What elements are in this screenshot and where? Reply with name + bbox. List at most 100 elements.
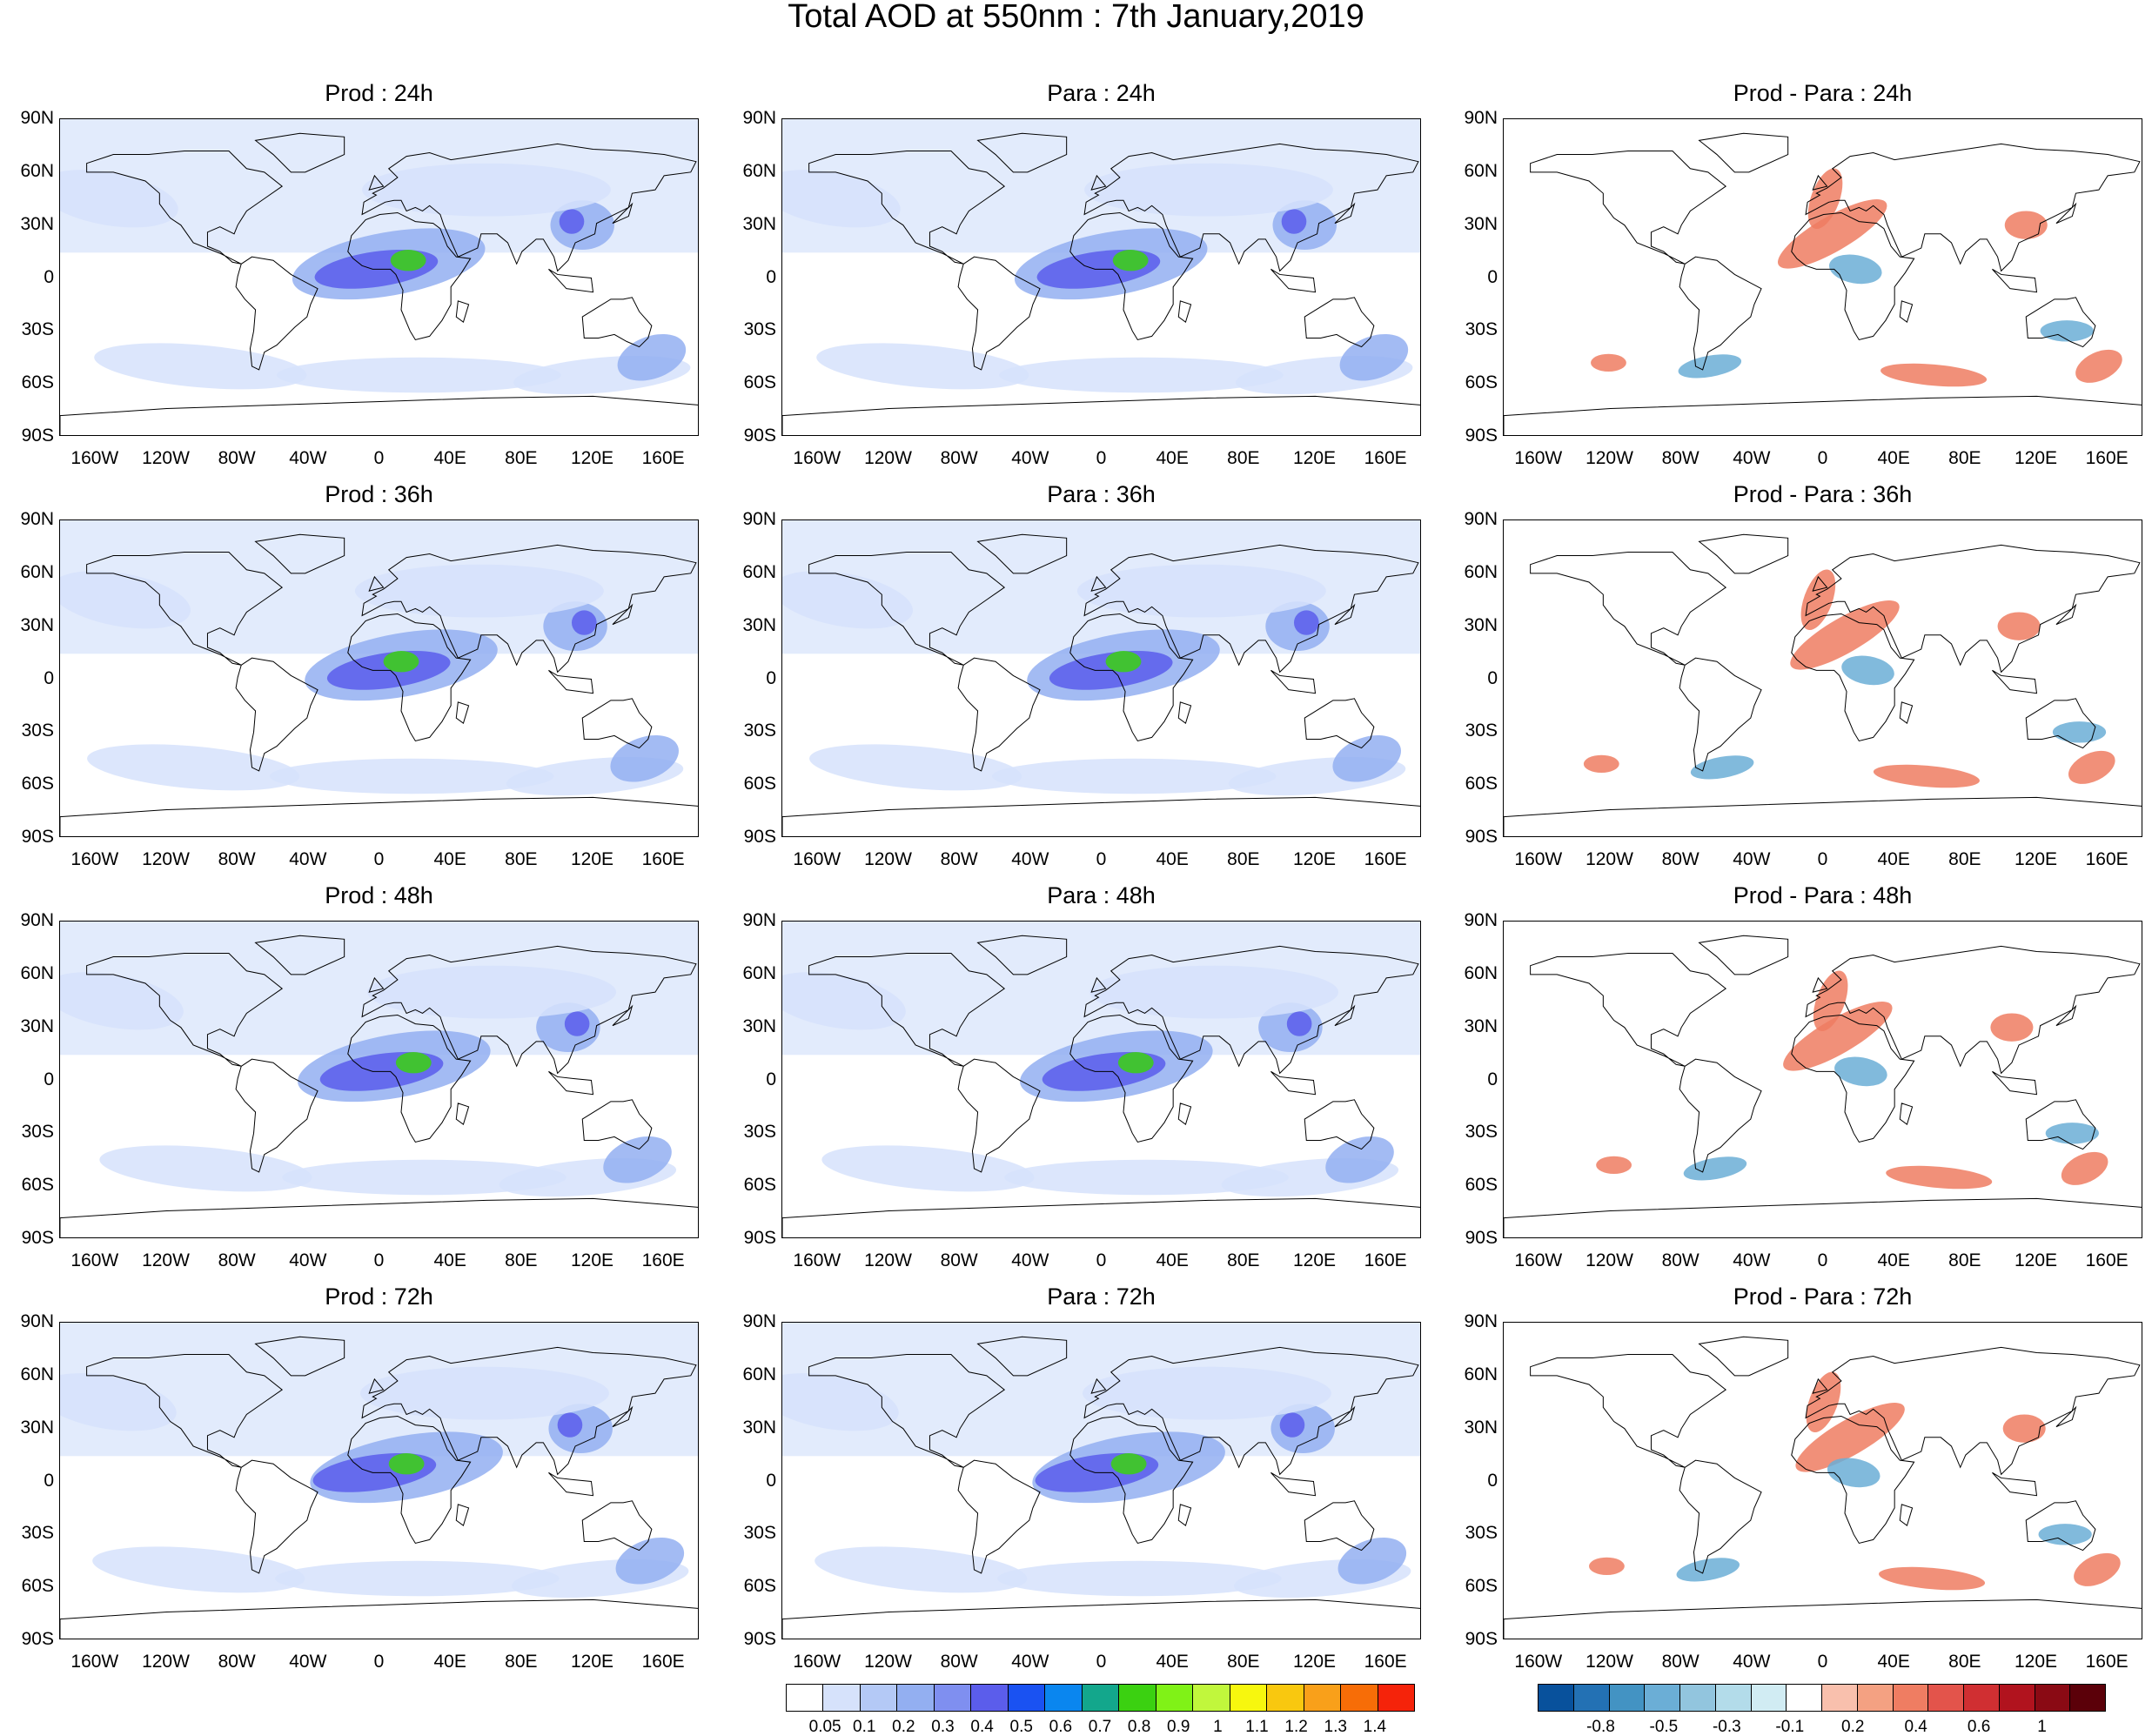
diff-anomaly xyxy=(2068,750,2115,784)
map-field xyxy=(782,520,1420,836)
diff-anomaly xyxy=(1591,353,1626,372)
aod-colorbar-swatch xyxy=(1118,1684,1156,1712)
coastline xyxy=(1791,1014,1915,1143)
coastline xyxy=(976,533,1068,574)
diff-colorbar-swatch xyxy=(1998,1684,2035,1712)
lon-tick-label: 40W xyxy=(1733,1652,1771,1672)
coastline xyxy=(782,1599,1420,1639)
aod-colorbar-swatch xyxy=(933,1684,972,1712)
coastline xyxy=(1805,544,2141,674)
lon-tick-label: 160W xyxy=(1514,1250,1563,1270)
lat-tick-label: 60N xyxy=(20,160,54,181)
aod-colorbar-label: 1.1 xyxy=(1245,1718,1269,1736)
aod-colorbar-label: 0.6 xyxy=(1049,1718,1073,1736)
diff-colorbar-label: 0.6 xyxy=(1967,1718,1991,1736)
aod-colorbar-label: 0.2 xyxy=(892,1718,915,1736)
diff-anomaly xyxy=(2045,1123,2099,1144)
coastline xyxy=(1805,1346,2141,1476)
coastline xyxy=(1504,395,2142,435)
coastline xyxy=(1083,945,1419,1075)
lon-tick-label: 80W xyxy=(218,849,256,869)
aod-colorbar-swatch xyxy=(1081,1684,1120,1712)
lat-tick-label: 90N xyxy=(20,108,54,128)
aod-colorbar-label: 1.3 xyxy=(1324,1718,1347,1736)
map-field xyxy=(1504,533,2142,836)
map-panel xyxy=(1503,1322,2142,1639)
aod-plume xyxy=(390,250,426,271)
lon-tick-label: 120W xyxy=(864,1652,912,1672)
lon-tick-label: 160E xyxy=(1364,849,1407,869)
coastline xyxy=(86,151,284,265)
aod-plume xyxy=(782,571,914,629)
lon-tick-label: 160W xyxy=(793,849,841,869)
aod-plume xyxy=(1084,163,1333,217)
aod-plume xyxy=(60,170,178,228)
map-panel xyxy=(781,1322,1421,1639)
aod-plume xyxy=(999,357,1284,393)
lat-tick-label: 0 xyxy=(766,1069,776,1089)
lon-tick-label: 160W xyxy=(793,1652,841,1672)
lon-tick-label: 120W xyxy=(864,1250,912,1270)
lat-tick-label: 90N xyxy=(1464,910,1498,930)
aod-plume xyxy=(1332,734,1401,782)
lat-tick-label: 30N xyxy=(1464,1015,1498,1036)
lat-tick-label: 60S xyxy=(743,1175,776,1196)
diff-colorbar-label: 1 xyxy=(2037,1718,2047,1736)
panel-title: Prod - Para : 24h xyxy=(1733,80,1913,106)
aod-plume xyxy=(610,734,679,782)
lat-tick-label: 90N xyxy=(742,509,776,529)
diff-anomaly xyxy=(1879,1566,1986,1591)
coastline xyxy=(1083,143,1419,272)
diff-anomaly xyxy=(1690,755,1754,780)
aod-plume xyxy=(99,1145,312,1192)
coastline xyxy=(1791,613,1915,742)
coastline xyxy=(2025,1500,2096,1552)
diff-colorbar-label: -0.1 xyxy=(1775,1718,1805,1736)
diff-anomaly xyxy=(1676,1558,1740,1582)
lon-tick-label: 120E xyxy=(570,849,614,869)
lat-tick-label: 30S xyxy=(21,721,54,741)
coastline xyxy=(1270,1471,1317,1497)
panel-title: Para : 72h xyxy=(1047,1284,1156,1310)
coastline xyxy=(1083,1346,1419,1476)
aod-plume xyxy=(564,1011,590,1036)
lat-tick-label: 60N xyxy=(742,561,776,582)
lat-tick-label: 90N xyxy=(20,910,54,930)
coastline xyxy=(368,174,385,191)
aod-plume xyxy=(60,1373,177,1431)
lon-tick-label: 160W xyxy=(70,1652,119,1672)
lon-tick-label: 0 xyxy=(373,1250,385,1270)
diff-colorbar-swatch xyxy=(1927,1684,1964,1712)
lat-tick-label: 30S xyxy=(21,1523,54,1544)
lon-tick-label: 120W xyxy=(142,1652,190,1672)
lat-tick-label: 0 xyxy=(44,667,54,688)
aod-plume xyxy=(1105,651,1142,673)
coastline xyxy=(808,953,1006,1067)
aod-colorbar-swatch xyxy=(1044,1684,1083,1712)
aod-plume xyxy=(269,758,554,794)
lat-tick-label: 0 xyxy=(44,266,54,287)
coastline xyxy=(1504,1599,2142,1639)
diff-colorbar-label: -0.5 xyxy=(1649,1718,1679,1736)
panel-title: Prod : 36h xyxy=(325,481,433,507)
lon-tick-label: 40E xyxy=(433,448,466,468)
coastline xyxy=(1679,256,1762,371)
lat-tick-label: 60S xyxy=(1465,1576,1498,1597)
lat-tick-label: 90N xyxy=(1464,1311,1498,1331)
lat-tick-label: 90N xyxy=(1464,509,1498,529)
panel-title: Prod - Para : 72h xyxy=(1733,1284,1913,1310)
coastline xyxy=(455,1103,470,1126)
lon-tick-label: 160W xyxy=(70,448,119,468)
lon-tick-label: 40W xyxy=(289,1250,327,1270)
lon-tick-label: 0 xyxy=(1096,448,1107,468)
diff-colorbar-swatch xyxy=(1963,1684,2000,1712)
coastline xyxy=(612,1405,634,1428)
lon-tick-label: 80W xyxy=(1661,448,1699,468)
lon-tick-label: 120W xyxy=(142,1250,190,1270)
lon-tick-label: 80E xyxy=(505,849,538,869)
lat-tick-label: 90S xyxy=(743,827,776,847)
coastline xyxy=(1069,1014,1194,1143)
lon-tick-label: 120W xyxy=(864,448,912,468)
lon-tick-label: 120E xyxy=(570,1652,614,1672)
lat-tick-label: 0 xyxy=(1487,667,1498,688)
